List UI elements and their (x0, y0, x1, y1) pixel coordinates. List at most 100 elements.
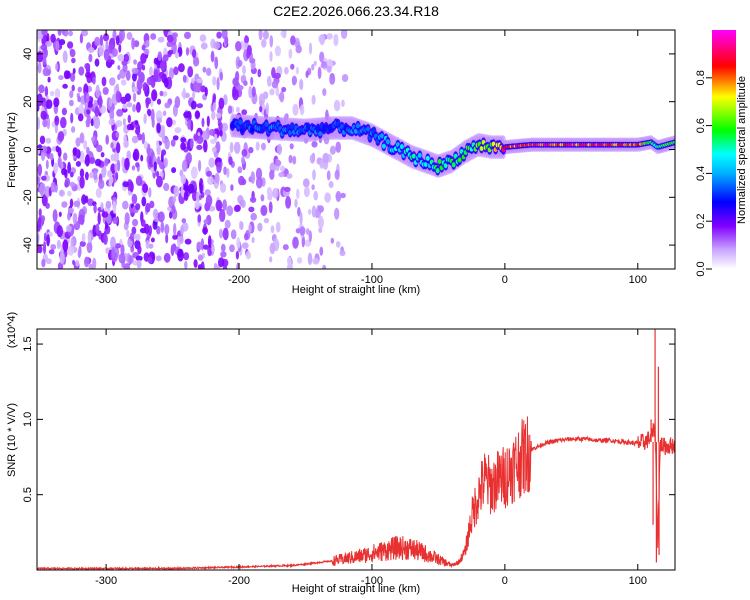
heatmap-noise-blob (242, 65, 246, 75)
heatmap-trace-core (379, 133, 384, 139)
heatmap-noise-blob (42, 57, 47, 66)
heatmap-noise-blob (44, 86, 49, 98)
heatmap-trace-core (399, 144, 404, 150)
heatmap-noise-blob (88, 47, 95, 53)
heatmap-noise-blob (251, 86, 256, 97)
heatmap-noise-blob (42, 118, 48, 128)
heatmap-noise-blob (50, 33, 56, 44)
heatmap-noise-blob (148, 187, 152, 198)
heatmap-noise-blob (77, 113, 84, 122)
colorbar-tick-label: 0.4 (695, 166, 707, 181)
heatmap-noise-blob (307, 208, 312, 215)
heatmap-noise-blob (309, 154, 316, 164)
x-tick-label: -300 (95, 274, 117, 286)
heatmap-noise-blob (311, 184, 315, 191)
heatmap-noise-blob (317, 215, 324, 229)
heatmap-noise-blob (70, 112, 74, 124)
heatmap-noise-blob (245, 251, 251, 260)
heatmap-noise-blob (274, 159, 282, 167)
heatmap-noise-blob (123, 140, 129, 149)
heatmap-trace-core (318, 131, 323, 137)
heatmap-noise-blob (151, 116, 155, 128)
heatmap-noise-blob (60, 161, 64, 170)
heatmap-noise-blob (258, 30, 263, 41)
x-tick-label: -100 (361, 274, 383, 286)
heatmap-noise-blob (199, 182, 203, 195)
heatmap-noise-blob (216, 161, 222, 174)
heatmap-noise-blob (62, 83, 68, 89)
heatmap-noise-blob (137, 245, 142, 255)
heatmap-noise-blob (157, 211, 165, 223)
heatmap-noise-blob (221, 122, 229, 132)
heatmap-noise-blob (173, 185, 180, 198)
heatmap-noise-blob (244, 35, 250, 44)
heatmap-noise-blob (299, 104, 305, 116)
heatmap-noise-blob (334, 169, 340, 180)
heatmap-noise-blob (173, 223, 177, 236)
heatmap-noise-blob (193, 259, 198, 268)
heatmap-noise-blob (141, 64, 146, 71)
heatmap-noise-blob (180, 142, 186, 151)
heatmap-noise-blob (196, 144, 203, 151)
heatmap-noise-blob (193, 80, 199, 93)
heatmap-noise-blob (133, 40, 140, 48)
heatmap-noise-blob (53, 162, 58, 174)
snr-series-line (37, 416, 675, 570)
heatmap-noise-blob (49, 90, 55, 97)
heatmap-noise-blob (163, 78, 169, 88)
heatmap-noise-blob (147, 256, 153, 264)
heatmap-noise-blob (207, 175, 214, 185)
heatmap-noise-blob (185, 47, 190, 56)
heatmap-noise-blob (37, 62, 42, 74)
heatmap-noise-blob (307, 252, 313, 265)
heatmap-noise-blob (67, 190, 72, 197)
heatmap-noise-blob (37, 233, 40, 247)
heatmap-noise-blob (157, 155, 161, 165)
heatmap-noise-blob (110, 163, 116, 174)
heatmap-noise-blob (41, 175, 47, 181)
heatmap-noise-blob (148, 243, 154, 249)
heatmap-noise-blob (135, 233, 141, 241)
heatmap-noise-blob (206, 67, 212, 77)
heatmap-noise-blob (58, 39, 66, 46)
heatmap-noise-blob (67, 212, 71, 221)
heatmap-noise-blob (295, 228, 301, 234)
heatmap-noise-blob (335, 141, 342, 153)
heatmap-trace-core (385, 139, 390, 145)
heatmap-noise-blob (322, 88, 327, 97)
heatmap-noise-blob (134, 128, 141, 135)
heatmap-noise-blob (192, 49, 197, 59)
heatmap-noise-blob (163, 157, 168, 168)
heatmap-noise-blob (172, 135, 179, 141)
heatmap-noise-blob (88, 53, 93, 63)
heatmap-noise-blob (169, 211, 173, 219)
heatmap-noise-blob (202, 130, 208, 143)
heatmap-noise-blob (204, 87, 208, 97)
heatmap-noise-blob (292, 103, 299, 116)
heatmap-noise-blob (237, 59, 243, 67)
heatmap-noise-blob (93, 204, 97, 214)
heatmap-noise-blob (232, 77, 239, 87)
heatmap-noise-blob (54, 115, 60, 126)
heatmap-noise-blob (155, 170, 160, 178)
heatmap-noise-blob (117, 54, 125, 62)
heatmap-noise-blob (67, 207, 75, 214)
heatmap-noise-blob (183, 185, 190, 192)
heatmap-noise-blob (228, 156, 233, 166)
heatmap-noise-blob (70, 237, 74, 248)
heatmap-noise-blob (149, 200, 155, 209)
heatmap-noise-blob (213, 262, 218, 269)
heatmap-noise-blob (311, 63, 315, 71)
heatmap-noise-blob (196, 241, 203, 251)
heatmap-noise-blob (126, 229, 130, 238)
heatmap-noise-blob (131, 135, 139, 144)
heatmap-noise-blob (146, 76, 154, 86)
heatmap-noise-blob (143, 223, 150, 234)
heatmap-noise-blob (248, 146, 254, 154)
snr-y-label: SNR (10 * V/V) (6, 403, 18, 477)
heatmap-noise-blob (37, 117, 41, 130)
heatmap-noise-blob (215, 199, 223, 212)
heatmap-noise-blob (67, 41, 74, 49)
heatmap-noise-blob (115, 35, 120, 46)
heatmap-noise-blob (164, 138, 170, 150)
